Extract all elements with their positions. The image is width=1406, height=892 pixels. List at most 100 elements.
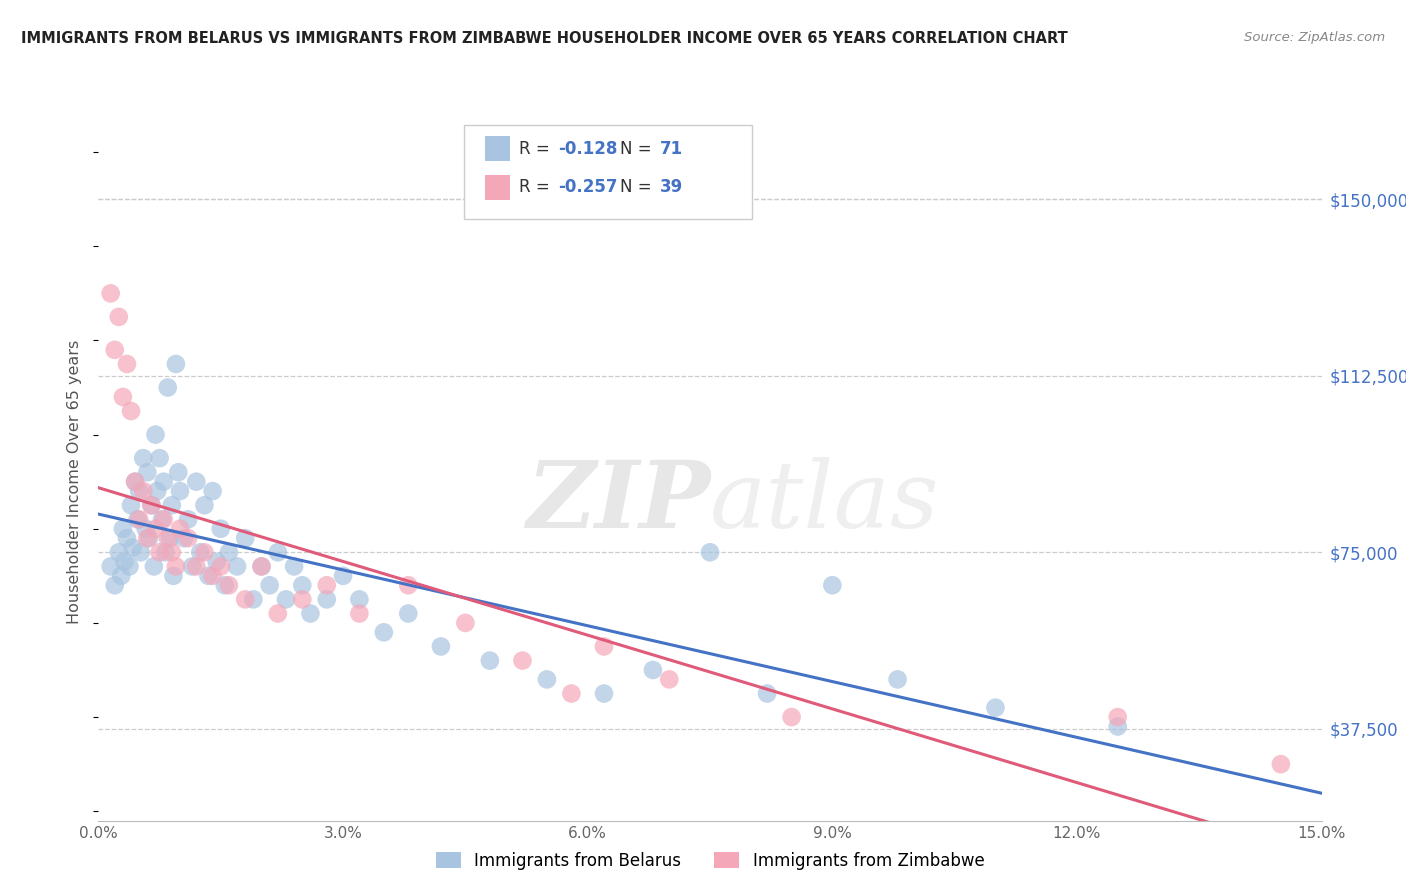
- Point: [165, 559, 187, 574]
- Point: [149, 545, 172, 559]
- Point: [349, 607, 371, 621]
- Point: [201, 484, 224, 499]
- Point: [274, 592, 297, 607]
- Legend: Immigrants from Belarus, Immigrants from Zimbabwe: Immigrants from Belarus, Immigrants from…: [429, 846, 991, 877]
- Point: [332, 569, 354, 583]
- Point: [699, 545, 721, 559]
- Point: [1107, 710, 1129, 724]
- Point: [152, 475, 174, 489]
- Point: [780, 710, 803, 724]
- Point: [396, 578, 419, 592]
- Point: [1107, 719, 1129, 733]
- Point: [193, 545, 215, 559]
- Point: [1270, 757, 1292, 772]
- Point: [155, 545, 177, 559]
- Point: [152, 512, 174, 526]
- Point: [120, 404, 142, 418]
- Point: [186, 559, 208, 574]
- Point: [145, 522, 167, 536]
- Point: [165, 357, 187, 371]
- Point: [127, 512, 149, 526]
- Point: [478, 654, 501, 668]
- Point: [349, 592, 371, 607]
- Point: [299, 607, 322, 621]
- Point: [373, 625, 395, 640]
- Point: [104, 578, 127, 592]
- Point: [114, 555, 136, 569]
- Point: [128, 484, 150, 499]
- Point: [658, 673, 681, 687]
- Point: [291, 578, 314, 592]
- Point: [226, 559, 249, 574]
- Point: [267, 607, 290, 621]
- Point: [156, 380, 179, 394]
- Point: [156, 531, 179, 545]
- Point: [291, 592, 314, 607]
- Point: [146, 484, 169, 499]
- Point: [142, 559, 165, 574]
- Point: [177, 512, 200, 526]
- Point: [173, 531, 195, 545]
- Point: [132, 484, 155, 499]
- Point: [821, 578, 844, 592]
- Point: [135, 522, 157, 536]
- Point: [160, 498, 183, 512]
- Text: R =: R =: [519, 140, 555, 158]
- Point: [169, 484, 191, 499]
- Point: [128, 512, 150, 526]
- Text: N =: N =: [620, 178, 657, 196]
- Point: [186, 475, 208, 489]
- Point: [138, 531, 160, 545]
- Point: [111, 390, 134, 404]
- Point: [169, 522, 191, 536]
- Text: R =: R =: [519, 178, 555, 196]
- Point: [118, 559, 141, 574]
- Text: 39: 39: [659, 178, 683, 196]
- Point: [150, 512, 173, 526]
- Point: [218, 545, 240, 559]
- Point: [181, 559, 204, 574]
- Point: [110, 569, 132, 583]
- Point: [177, 531, 200, 545]
- Text: -0.257: -0.257: [558, 178, 617, 196]
- Point: [136, 531, 159, 545]
- Point: [430, 640, 453, 654]
- Point: [100, 286, 122, 301]
- Point: [756, 687, 779, 701]
- Point: [193, 498, 215, 512]
- Point: [267, 545, 290, 559]
- Point: [149, 451, 172, 466]
- Point: [560, 687, 582, 701]
- Point: [115, 531, 138, 545]
- Point: [593, 640, 616, 654]
- Point: [242, 592, 264, 607]
- Text: -0.128: -0.128: [558, 140, 617, 158]
- Point: [233, 592, 256, 607]
- Point: [124, 475, 146, 489]
- Text: atlas: atlas: [710, 457, 939, 547]
- Point: [214, 578, 236, 592]
- Point: [145, 427, 167, 442]
- Text: ZIP: ZIP: [526, 457, 710, 547]
- Point: [121, 541, 143, 555]
- Point: [205, 555, 228, 569]
- Point: [129, 545, 152, 559]
- Point: [454, 615, 477, 630]
- Point: [136, 465, 159, 479]
- Point: [201, 569, 224, 583]
- Point: [283, 559, 305, 574]
- Point: [593, 687, 616, 701]
- Point: [160, 545, 183, 559]
- Point: [108, 310, 131, 324]
- Point: [124, 475, 146, 489]
- Point: [512, 654, 534, 668]
- Point: [250, 559, 273, 574]
- Point: [188, 545, 212, 559]
- Point: [100, 559, 122, 574]
- Text: 71: 71: [659, 140, 682, 158]
- Point: [209, 522, 232, 536]
- Point: [233, 531, 256, 545]
- Point: [250, 559, 273, 574]
- Point: [104, 343, 127, 357]
- Point: [197, 569, 219, 583]
